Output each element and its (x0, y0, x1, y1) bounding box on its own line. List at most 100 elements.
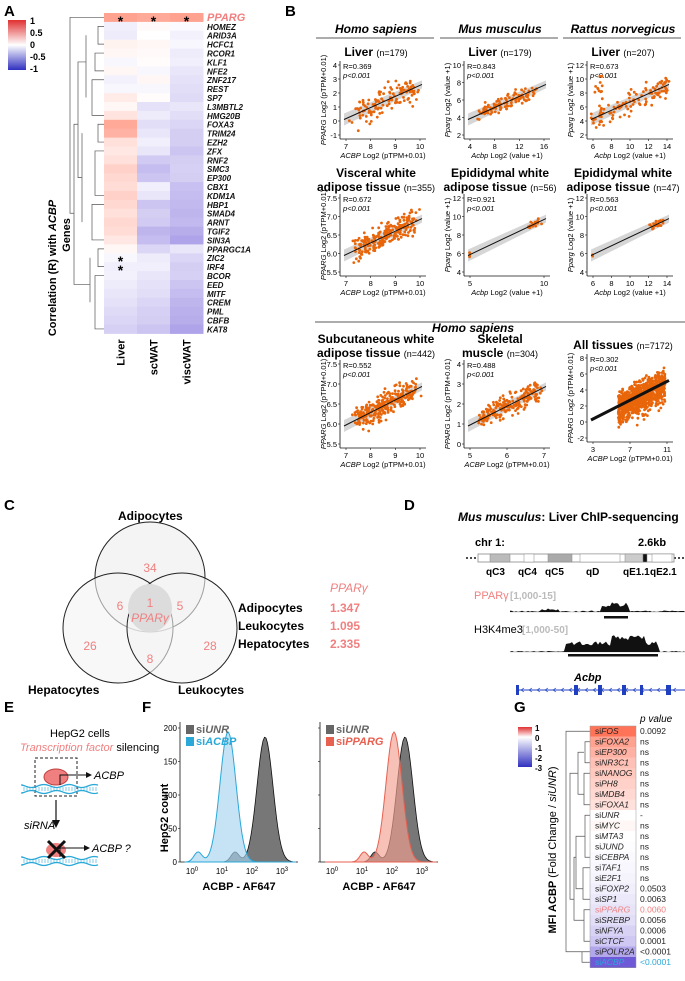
y-tick: 7.5 (327, 360, 337, 369)
g-heatmap (589, 725, 637, 968)
c-row-value: 1.095 (330, 619, 360, 633)
significance-star: * (118, 262, 124, 278)
y-axis-label: Pparg Log2 (value +1) (443, 197, 452, 272)
g-heat-cell (590, 799, 636, 811)
regression-line (467, 83, 547, 120)
plot-title-2: muscle (n=304) (462, 346, 538, 360)
y-tick: 6.0 (327, 250, 337, 259)
g-heat-cell (590, 852, 636, 863)
y-tick: 0 (580, 418, 584, 427)
heat-cell (104, 119, 138, 130)
plot-title: Liver (n=179) (468, 45, 531, 59)
gene-label: IRF4 (207, 263, 225, 272)
species-header: Homo sapiens (335, 22, 417, 36)
gene-label: FOXA3 (207, 121, 234, 130)
g-heat-cell (590, 894, 636, 905)
x-tick: 10 (416, 142, 424, 151)
regression-line (467, 385, 547, 427)
panel-c-letter: C (4, 497, 15, 514)
r-value: R=0.563 (590, 195, 619, 204)
heat-cell (104, 110, 138, 121)
g-heat-cell (590, 862, 636, 874)
x-tick: 5 (468, 451, 472, 460)
y-tick: 2 (580, 402, 584, 411)
x-tick: 6 (591, 279, 595, 288)
x-tick: 16 (540, 142, 548, 151)
heat-cell (137, 119, 171, 130)
heat-cell (104, 324, 138, 334)
heat-cell (170, 208, 204, 219)
x-tick: 7 (344, 142, 348, 151)
f-xlabel: ACBP - AF647 (202, 881, 275, 893)
e-tf-box (34, 757, 78, 797)
heat-cell (137, 173, 171, 183)
y-tick: 8 (580, 354, 584, 363)
g-row-pvalue: ns (640, 758, 649, 768)
r-value: R=0.552 (343, 361, 372, 370)
significance-star: * (184, 13, 190, 29)
f-y-tick: 200 (164, 724, 178, 733)
g-heat-cell (590, 789, 636, 800)
g-cbar-tick: 1 (535, 724, 540, 733)
y-tick: 12 (453, 194, 461, 203)
g-row-label: siFOS (595, 726, 619, 736)
x-tick: 8 (493, 142, 497, 151)
y-axis-label: PPARG Log2 (pTPM+0.01) (443, 358, 452, 449)
y-tick: 5.5 (327, 440, 337, 449)
gene-label: ARNT (206, 219, 230, 228)
heat-cell (170, 173, 204, 183)
x-tick: 12 (644, 279, 652, 288)
c-row-label: Adipocytes (238, 601, 303, 615)
scatter-points (591, 218, 665, 258)
venn-center (128, 584, 172, 632)
g-row-pvalue: ns (640, 747, 649, 757)
heat-cell (137, 271, 171, 281)
scatter-points (477, 381, 544, 427)
heat-cell (104, 21, 138, 32)
f-y-tick: 0 (173, 858, 178, 867)
p-value: p<0.001 (466, 370, 494, 379)
venn-label-adipocytes: Adipocytes (118, 509, 183, 523)
plot-title: Visceral white (336, 166, 416, 180)
x-tick: 12 (515, 142, 523, 151)
heat-cell (104, 244, 138, 254)
d-scale: 2.6kb (638, 537, 666, 549)
y-axis-label: Pparg Log2 (value +1) (566, 197, 575, 272)
scatter-points (468, 217, 543, 259)
g-side-label: MFI ACBP (Fold Change / siUNR) (547, 766, 559, 933)
f-legend-swatch (186, 737, 194, 746)
heat-cell (104, 280, 138, 290)
f-x-tick: 101 (356, 867, 369, 876)
d-band-label: qE2.1 (650, 567, 677, 578)
p-value: p<0.001 (589, 204, 617, 213)
heat-cell (137, 30, 171, 41)
d-track2-range: [1,000-50] (522, 625, 568, 636)
scatter-points (347, 79, 420, 133)
f-ylabel: HepG2 count (159, 783, 171, 852)
x-tick: 5 (468, 279, 472, 288)
heat-cell (170, 324, 204, 334)
g-row-pvalue: - (640, 810, 643, 820)
gene-label: EP300 (207, 174, 232, 183)
heat-cell (104, 102, 138, 112)
x-tick: 10 (416, 451, 424, 460)
g-heat-cell (590, 831, 636, 842)
f-x-tick: 100 (186, 867, 199, 876)
significance-star: * (118, 253, 124, 269)
x-tick: 8 (369, 142, 373, 151)
heat-cell (104, 30, 138, 41)
y-tick: 6.5 (327, 400, 337, 409)
g-cbar-tick: -1 (535, 744, 543, 753)
x-tick: 12 (644, 142, 652, 151)
d-h3k4me3-peaks (510, 635, 685, 652)
y-tick: 10 (453, 213, 461, 222)
panel-f-letter: F (142, 699, 151, 716)
p-value: p<0.001 (466, 204, 494, 213)
plot-title: Liver (n=179) (344, 45, 407, 59)
g-row-pvalue: 0.0092 (640, 726, 666, 736)
heat-cell (170, 235, 204, 245)
c-row-value: 2.335 (330, 637, 360, 651)
y-tick: 3 (333, 75, 337, 84)
p-value: p<0.001 (589, 71, 617, 80)
panel-b-letter: B (285, 3, 296, 20)
